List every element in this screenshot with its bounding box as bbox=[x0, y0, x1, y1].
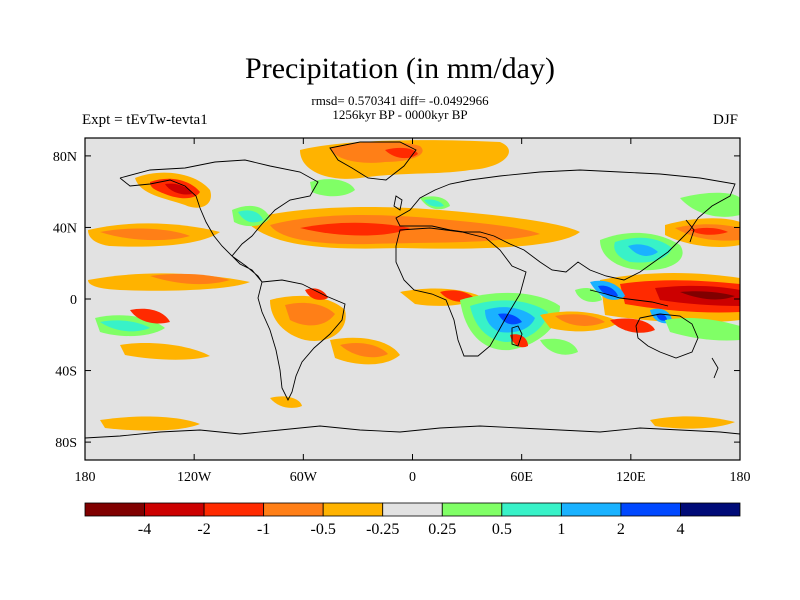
patch-greenland-core bbox=[385, 147, 418, 159]
patch-n-pacific-red bbox=[100, 228, 190, 241]
x-tick-label: 180 bbox=[75, 470, 96, 485]
patch-us-cyan bbox=[238, 210, 263, 223]
colorbar-swatch bbox=[620, 502, 681, 517]
precip-anomaly-patches bbox=[88, 140, 740, 431]
colorbar-label: 2 bbox=[617, 521, 625, 538]
patch-so-orange2 bbox=[270, 396, 302, 408]
patch-itcz-red bbox=[150, 273, 230, 285]
patch-e-africa-deepblue bbox=[498, 313, 522, 325]
patch-aus-green bbox=[665, 317, 740, 341]
x-tick-label: 120W bbox=[177, 470, 212, 485]
patch-labrador-green bbox=[310, 179, 355, 197]
patch-indonesia-deepblue bbox=[598, 285, 618, 297]
coast-uk bbox=[393, 195, 403, 211]
colorbar-label: -1 bbox=[257, 521, 270, 538]
coast-antarctica bbox=[85, 425, 740, 439]
y-tick-label: 0 bbox=[70, 293, 77, 308]
patch-s-america-core bbox=[305, 288, 328, 300]
y-tick-label: 80N bbox=[53, 150, 77, 165]
chart-title: Precipitation (in mm/day) bbox=[245, 52, 555, 85]
colorbar-label: -2 bbox=[197, 521, 210, 538]
stats-block: rmsd= 0.570341 diff= -0.0492966 1256kyr … bbox=[0, 94, 800, 122]
colorbar-label: 0.25 bbox=[428, 521, 456, 538]
patch-s-america-red bbox=[285, 302, 335, 326]
y-tick-label: 80S bbox=[55, 436, 77, 451]
patch-alaska-core bbox=[165, 183, 192, 195]
colorbar-swatch bbox=[84, 502, 145, 517]
colorbar-swatch bbox=[560, 502, 622, 517]
x-tick-label: 120E bbox=[616, 470, 646, 485]
patch-indian-red bbox=[555, 314, 605, 326]
colorbar-swatch bbox=[203, 502, 265, 517]
patch-so-orange bbox=[100, 416, 200, 431]
colorbar-swatch bbox=[144, 502, 205, 517]
coast-indonesia bbox=[589, 289, 669, 307]
colorbar-label: 4 bbox=[676, 521, 684, 538]
colorbar-label: -4 bbox=[138, 521, 151, 538]
colorbar-label: -0.5 bbox=[311, 521, 336, 538]
colorbar-label: 0.5 bbox=[492, 521, 512, 538]
experiment-label: Expt = tEvTw-tevta1 bbox=[82, 112, 208, 128]
coast-japan bbox=[685, 219, 695, 243]
coast-greenland bbox=[329, 141, 417, 181]
axis-ticks: 180 120W 60W 0 60E 120E 180 80N 40N 0 40S 80S bbox=[53, 138, 751, 485]
patch-so-orange3 bbox=[650, 416, 735, 429]
season-label: DJF bbox=[712, 112, 738, 128]
coast-new-zealand bbox=[711, 357, 719, 379]
x-tick-label: 180 bbox=[730, 470, 751, 485]
y-tick-label: 40N bbox=[53, 221, 77, 236]
coast-eurasia bbox=[395, 169, 736, 281]
coastlines bbox=[85, 141, 740, 439]
patch-s-pacific-cyan bbox=[100, 320, 150, 332]
colorbar-swatch bbox=[441, 502, 503, 517]
patch-nwpac-core bbox=[690, 227, 728, 235]
coast-australia bbox=[635, 313, 699, 359]
x-tick-label: 60W bbox=[290, 470, 318, 485]
colorbar-label: 1 bbox=[557, 521, 565, 538]
patch-s-pacific-orange bbox=[120, 343, 210, 360]
colorbar-swatch bbox=[263, 502, 324, 517]
x-tick-label: 0 bbox=[409, 470, 416, 485]
colorbar-swatch bbox=[322, 502, 384, 517]
rmsd-diff-line: rmsd= 0.570341 diff= -0.0492966 bbox=[311, 93, 489, 108]
patch-madagascar-red bbox=[510, 334, 528, 348]
patch-eastasia-blue bbox=[628, 244, 658, 256]
patch-s-pacific-red bbox=[130, 308, 170, 324]
map-panel bbox=[85, 138, 740, 460]
patch-aus-red bbox=[610, 318, 655, 333]
coast-madagascar bbox=[511, 325, 523, 347]
coast-africa bbox=[395, 227, 527, 357]
patch-africa-s-green bbox=[540, 338, 578, 355]
patch-s-atlantic-red bbox=[340, 343, 388, 358]
colorbar: -4 -2 -1 -0.5 -0.25 0.25 0.5 1 2 4 bbox=[84, 502, 741, 538]
patch-atlantic-40n-core bbox=[300, 222, 410, 236]
patch-europe-cyan bbox=[424, 199, 444, 207]
patch-wpac-deep bbox=[680, 291, 735, 300]
colorbar-label: -0.25 bbox=[366, 521, 399, 538]
colorbar-swatch bbox=[680, 502, 741, 517]
patch-png-deepblue bbox=[656, 313, 667, 321]
colorbar-swatch bbox=[382, 502, 443, 517]
coast-south-america bbox=[257, 279, 346, 402]
y-tick-label: 40S bbox=[55, 365, 77, 380]
period-line: 1256kyr BP - 0000kyr BP bbox=[332, 107, 468, 122]
x-tick-label: 60E bbox=[510, 470, 533, 485]
coast-north-america bbox=[119, 159, 319, 283]
colorbar-swatch bbox=[501, 502, 562, 517]
